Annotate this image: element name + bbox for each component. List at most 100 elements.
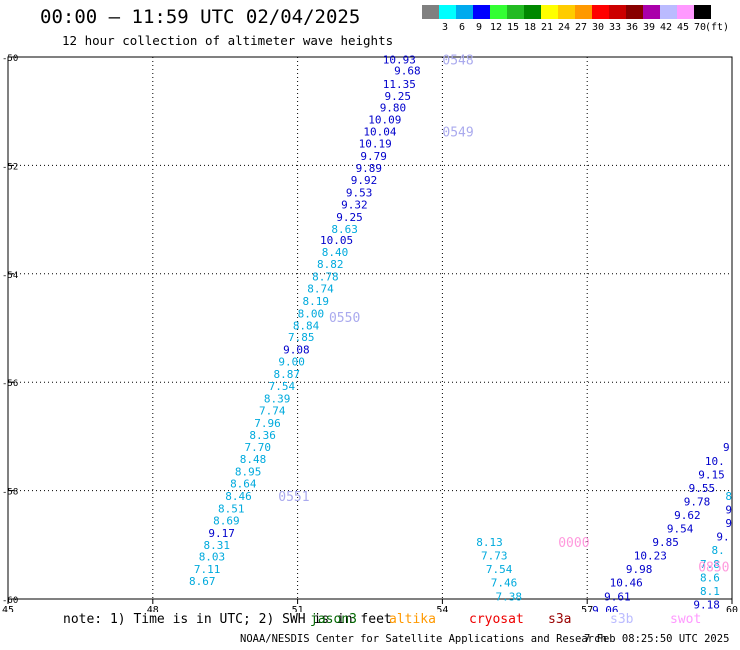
pass-time-label: 0548 <box>442 54 473 69</box>
data-point-label: 8.36 <box>249 429 276 442</box>
legend-label: (ft) <box>704 22 730 33</box>
pass-time-label: 0850 <box>698 560 729 575</box>
legend-swatch <box>524 5 541 19</box>
data-point-label: 9 <box>725 504 732 517</box>
pass-time-label: 0549 <box>442 125 473 140</box>
data-point-label: 9.00 <box>278 356 305 369</box>
data-point-label: 7.96 <box>254 417 281 430</box>
data-point-label: 9.15 <box>698 468 725 481</box>
data-point-label: 9.54 <box>667 523 694 536</box>
data-point-label: 10.05 <box>320 234 353 247</box>
legend-label: 30 <box>591 22 605 33</box>
generated-timestamp: 7 Feb 08:25:50 UTC 2025 <box>584 633 730 645</box>
chart-title: 00:00 — 11:59 UTC 02/04/2025 <box>40 6 361 28</box>
data-point-label: 8.6 <box>700 571 720 584</box>
data-point-label: 9.78 <box>684 495 711 508</box>
data-point-label: 8.1 <box>700 585 720 598</box>
legend-label: 21 <box>540 22 554 33</box>
data-point-label: 8.74 <box>307 282 334 295</box>
legend-label: 27 <box>574 22 588 33</box>
legend-swatch <box>677 5 694 19</box>
data-point-label: 7.11 <box>194 563 221 576</box>
data-point-label: 8.13 <box>476 536 503 549</box>
legend-label: 45 <box>676 22 690 33</box>
legend-swatch <box>626 5 643 19</box>
legend-label: 18 <box>523 22 537 33</box>
data-point-label: 9 <box>725 517 732 530</box>
data-point-label: 8.40 <box>322 246 349 259</box>
legend-swatch <box>643 5 660 19</box>
data-point-label: 8.48 <box>240 453 267 466</box>
legend-label: 6 <box>458 22 466 33</box>
data-point-label: 9.85 <box>652 536 679 549</box>
pass-time-label: 0551 <box>278 490 309 505</box>
x-tick-label: 57 <box>581 605 593 612</box>
data-point-label: 11.35 <box>383 78 416 91</box>
data-point-label: 8.03 <box>199 551 226 564</box>
x-tick-label: 60 <box>726 605 738 612</box>
data-point-label: 8.69 <box>213 514 240 527</box>
chart-subtitle: 12 hour collection of altimeter wave hei… <box>62 33 394 48</box>
x-tick-label: 48 <box>147 605 159 612</box>
x-tick-label: 54 <box>436 605 448 612</box>
legend-swatch <box>456 5 473 19</box>
data-point-label: 8.84 <box>293 319 320 332</box>
data-point-label: 7.54 <box>486 563 513 576</box>
data-point-label: 8.19 <box>302 295 329 308</box>
legend-label: 70 <box>693 22 707 33</box>
data-point-label: 9.32 <box>341 198 368 211</box>
data-point-label: 7.70 <box>245 441 272 454</box>
credit-line: NOAA/NESDIS Center for Satellite Applica… <box>240 633 607 645</box>
mission-s3a: s3a <box>548 612 572 627</box>
pass-time-label: 0000 <box>558 536 589 551</box>
data-point-label: 8 <box>725 490 732 503</box>
data-point-label: 8.87 <box>274 368 301 381</box>
data-point-label: 9.55 <box>689 482 716 495</box>
data-point-label: 7.74 <box>259 404 286 417</box>
data-point-label: 10.04 <box>363 125 396 138</box>
data-point-label: 7.73 <box>481 550 508 563</box>
data-point-label: 9.92 <box>351 174 378 187</box>
legend-label: 39 <box>642 22 656 33</box>
data-point-label: 8.82 <box>317 258 344 271</box>
mission-jason3: jason3 <box>310 612 357 627</box>
data-point-label: 9.89 <box>356 162 383 175</box>
data-point-label: 8. <box>712 544 725 557</box>
data-point-label: 7.8 <box>700 558 720 571</box>
data-point-label: 9.79 <box>360 150 387 163</box>
data-point-label: 8.46 <box>225 490 252 503</box>
legend-swatch <box>422 5 439 19</box>
data-point-label: 7.46 <box>491 577 518 590</box>
legend-swatch <box>541 5 558 19</box>
mission-altika: altika <box>389 612 436 627</box>
data-point-label: 8.63 <box>331 223 358 236</box>
mission-s3b: s3b <box>610 612 634 627</box>
data-point-label: 9.25 <box>385 90 412 103</box>
legend-label: 42 <box>659 22 673 33</box>
legend-swatch <box>694 5 711 19</box>
y-tick-label: -60 <box>2 596 18 606</box>
y-tick-label: -50 <box>2 54 18 64</box>
y-tick-label: -56 <box>2 379 18 389</box>
pass-time-label: 0550 <box>329 311 360 326</box>
data-point-label: 7.85 <box>288 331 315 344</box>
y-tick-label: -58 <box>2 488 18 498</box>
data-point-label: 8.00 <box>298 307 325 320</box>
x-tick-label: 45 <box>2 605 14 612</box>
data-point-label: 8.31 <box>204 539 231 552</box>
legend-label: 9 <box>475 22 483 33</box>
legend-swatch <box>592 5 609 19</box>
wave-height-chart: 45 48 51 54 57 60-50-52-54-56-58-6010.939.681… <box>2 54 738 612</box>
footer-note: note: 1) Time is in UTC; 2) SWH is in fe… <box>63 612 392 627</box>
data-point-label: 9.68 <box>394 65 421 78</box>
data-point-label: 7.38 <box>496 590 523 603</box>
data-point-label: 8.39 <box>264 392 291 405</box>
data-point-label: 10.46 <box>610 577 643 590</box>
legend-label: 33 <box>608 22 622 33</box>
data-point-label: 10.93 <box>383 54 416 67</box>
legend-swatch <box>609 5 626 19</box>
data-point-label: 10.09 <box>368 113 401 126</box>
data-point-label: 9.18 <box>693 598 720 611</box>
data-point-label: 9.25 <box>336 211 363 224</box>
legend-swatch <box>490 5 507 19</box>
